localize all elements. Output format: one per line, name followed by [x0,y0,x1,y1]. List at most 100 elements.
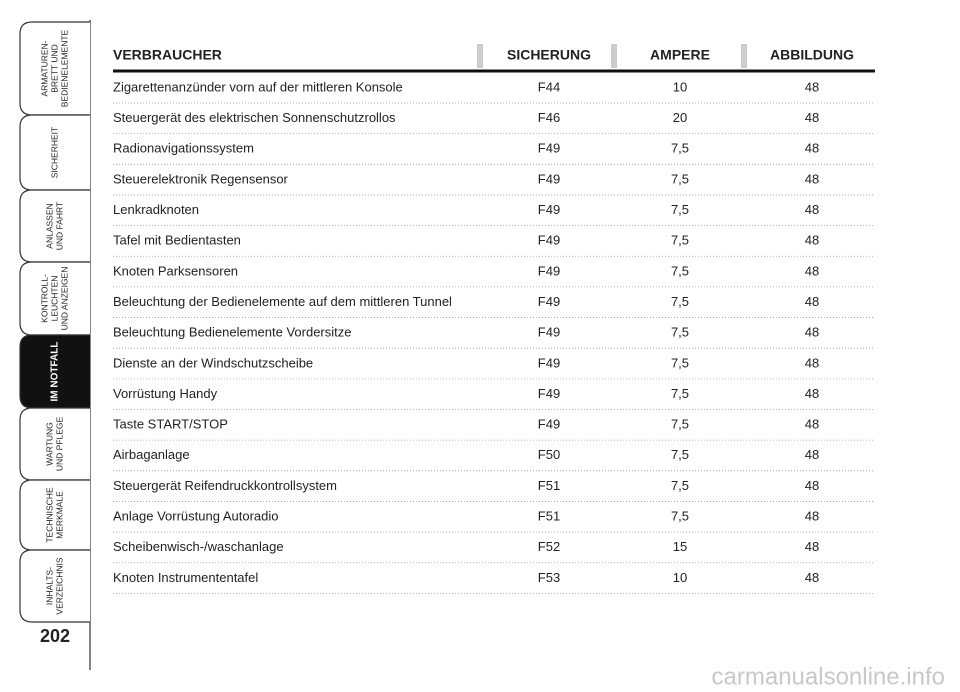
table-cell: F49 [538,171,560,186]
table-cell: 7,5 [671,447,689,462]
table-cell: 48 [805,294,819,309]
tab-label: VERZEICHNIS [54,557,64,614]
table-cell: Beleuchtung der Bedienelemente auf dem m… [113,294,452,309]
table-cell: 7,5 [671,171,689,186]
table-cell: Zigarettenanzünder vorn auf der mittlere… [113,79,403,94]
table-cell: Steuergerät des elektrischen Sonnenschut… [113,110,396,125]
table-cell: 48 [805,386,819,401]
sidebar-tab [19,189,90,263]
table-cell: Knoten Parksensoren [113,263,238,278]
table-cell: 48 [805,355,819,370]
tab-label: LEUCHTEN [49,276,59,322]
table-cell: 7,5 [671,509,689,524]
table-cell: 7,5 [671,233,689,248]
table-cell: 20 [673,110,687,125]
table-cell: F49 [538,202,560,217]
table-cell: 7,5 [671,141,689,156]
table-cell: 48 [805,509,819,524]
table-cell: 7,5 [671,417,689,432]
table-cell: 7,5 [671,355,689,370]
table-cell: Knoten Instrumententafel [113,570,258,585]
table-cell: F51 [538,509,560,524]
watermark: carmanualsonline.info [712,663,945,690]
table-cell: Steuerelektronik Regensensor [113,171,289,186]
table-cell: F49 [538,355,560,370]
table-cell: Airbaganlage [113,447,190,462]
table-cell: Vorrüstung Handy [113,386,218,401]
table-cell: 48 [805,263,819,278]
table-cell: 48 [805,478,819,493]
column-divider [477,44,483,68]
table-cell: F44 [538,79,560,94]
table-cell: F49 [538,263,560,278]
table-cell: Radionavigationssystem [113,141,254,156]
header-cell: AMPERE [650,47,710,63]
tab-label: WARTUNG [44,422,54,465]
table-cell: Scheibenwisch-/waschanlage [113,539,284,554]
table-cell: 48 [805,110,819,125]
tab-label: BRETT UND [49,44,59,93]
table-cell: F49 [538,325,560,340]
table-cell: 48 [805,539,819,554]
tab-label: ANLASSEN [44,203,54,248]
table-cell: 7,5 [671,325,689,340]
table-cell: 7,5 [671,294,689,309]
table-cell: 7,5 [671,478,689,493]
tab-label: UND FAHRT [54,202,64,251]
tab-label: ARMATUREN- [39,40,49,96]
table-cell: Lenkradknoten [113,202,199,217]
table-cell: 7,5 [671,202,689,217]
header-cell: SICHERUNG [507,47,591,63]
tab-label: UND PFLEGE [54,417,64,472]
table-cell: 48 [805,447,819,462]
table-cell: F49 [538,233,560,248]
table-cell: F49 [538,141,560,156]
table-cell: Anlage Vorrüstung Autoradio [113,509,279,524]
sidebar-tab [19,479,90,551]
table-cell: F49 [538,386,560,401]
table-cell: 10 [673,570,687,585]
tab-label: UND ANZEIGEN [59,267,69,331]
header-cell: ABBILDUNG [770,47,854,63]
sidebar-tab [19,261,90,336]
table-cell: 48 [805,79,819,94]
sidebar-tab [19,114,90,191]
table-cell: 48 [805,202,819,217]
tab-label: KONTROLL- [39,274,49,323]
table-cell: 48 [805,417,819,432]
table-cell: F52 [538,539,560,554]
table-cell: Dienste an der Windschutzscheibe [113,355,313,370]
tab-label: SICHERHEIT [49,127,59,178]
table-cell: 7,5 [671,263,689,278]
table-cell: F49 [538,417,560,432]
header-cell: VERBRAUCHER [113,47,222,63]
table-cell: Taste START/STOP [113,417,228,432]
tab-label: MERKMALE [54,491,64,539]
table-cell: 10 [673,79,687,94]
tab-label: BEDIENELEMENTE [59,29,69,107]
sidebar-tab [19,334,90,409]
column-divider [741,44,747,68]
tab-label: IM NOTFALL [50,342,61,402]
table-cell: Beleuchtung Bedienelemente Vordersitze [113,325,352,340]
table-cell: F50 [538,447,560,462]
table-cell: Tafel mit Bedientasten [113,233,241,248]
table-cell: 48 [805,233,819,248]
table-cell: F53 [538,570,560,585]
table-cell: F49 [538,294,560,309]
tab-label: INHALTS- [44,567,54,605]
sidebar-tab [19,21,90,116]
table-cell: 48 [805,171,819,186]
sidebar-tab [19,407,90,481]
table-cell: Steuergerät Reifendruckkontrollsystem [113,478,337,493]
table-cell: F46 [538,110,560,125]
table-cell: 7,5 [671,386,689,401]
table-cell: 48 [805,570,819,585]
sidebar-tab [19,549,90,623]
table-cell: 48 [805,141,819,156]
page-number: 202 [40,626,70,646]
tab-label: TECHNISCHE [44,487,54,543]
table-cell: F51 [538,478,560,493]
column-divider [611,44,617,68]
